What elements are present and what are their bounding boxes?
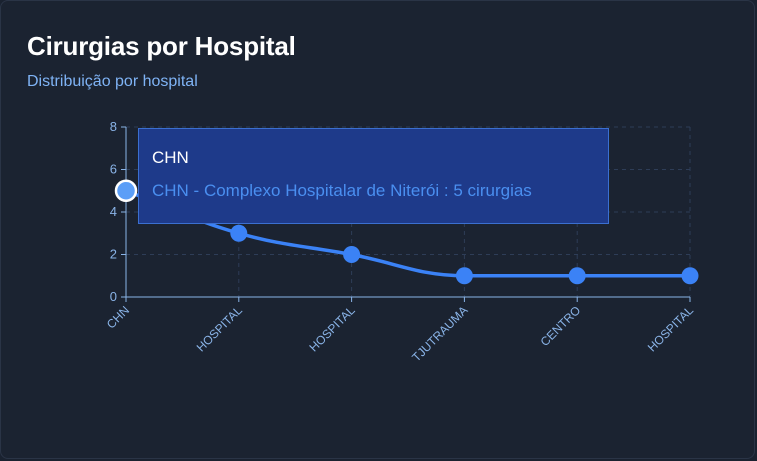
data-point — [343, 246, 361, 263]
x-tick-label: HOSPITAL — [645, 303, 696, 354]
data-point — [681, 267, 699, 285]
x-tick-label: HOSPITAL — [306, 303, 357, 354]
tooltip: CHN CHN - Complexo Hospitalar de Niterói… — [138, 128, 609, 224]
data-point — [568, 267, 586, 285]
y-tick-label: 0 — [110, 289, 117, 304]
data-point — [230, 224, 248, 242]
x-tick-label: HOSPITAL — [194, 303, 245, 354]
y-axis-ticks: 0 2 4 6 8 — [110, 119, 126, 304]
data-points — [114, 179, 699, 285]
y-tick-label: 8 — [110, 119, 117, 134]
tooltip-title: CHN — [152, 148, 189, 167]
x-tick-label: TJUTRAUMA — [409, 303, 470, 364]
x-tick-label: CENTRO — [538, 303, 584, 349]
tooltip-value: CHN - Complexo Hospitalar de Niterói : 5… — [152, 181, 532, 200]
chart-title: Cirurgias por Hospital — [27, 31, 296, 61]
data-point — [455, 267, 473, 285]
y-tick-label: 2 — [110, 247, 117, 262]
series-line — [125, 189, 690, 278]
chart-subtitle: Distribuição por hospital — [27, 73, 198, 90]
x-tick-label: CHN — [104, 303, 132, 331]
data-point-active — [114, 179, 138, 202]
y-tick-label: 6 — [110, 162, 117, 177]
x-axis-ticks: CHN HOSPITAL HOSPITAL TJUTRAUMA CENTRO HOSPIT… — [104, 297, 696, 365]
y-tick-label: 4 — [110, 204, 117, 219]
